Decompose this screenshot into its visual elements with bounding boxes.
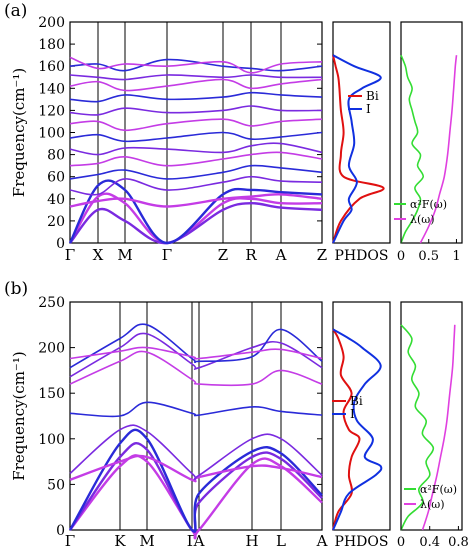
phonon-branch (69, 346, 323, 360)
y-tick-label: 180 (38, 37, 65, 53)
phdos-curve-i (332, 54, 382, 244)
kpoint-label: R (245, 246, 257, 264)
phonon-branch (69, 105, 323, 116)
lambda-curve (419, 55, 458, 244)
kpoint-label: L (276, 532, 286, 548)
legend-label: α²F(ω) (410, 198, 447, 211)
x-tick-label: 0.8 (448, 535, 469, 548)
y-tick-label: 20 (47, 214, 65, 230)
kpoint-label: Γ (162, 246, 172, 264)
phonon-branch (69, 350, 323, 387)
y-tick-label: 40 (47, 192, 65, 208)
eliashberg-frame (400, 21, 463, 244)
panel-label: (b) (4, 279, 28, 299)
kpoint-label: Γ (65, 246, 75, 264)
y-tick-label: 200 (38, 341, 65, 357)
phonon-branch (69, 193, 323, 208)
kpoint-label: A (316, 532, 328, 548)
y-tick-label: 160 (38, 59, 65, 75)
legend-label: λ(ω) (420, 498, 445, 511)
phonon-branch (69, 131, 323, 143)
phonon-branch (69, 201, 323, 245)
phonon-branch (69, 164, 323, 180)
phonon-branch (69, 454, 323, 540)
legend-label: λ(ω) (410, 213, 435, 226)
phdos-frame (332, 21, 391, 244)
phonon-branch (69, 91, 323, 103)
phdos-label: PHDOS (335, 534, 389, 548)
y-tick-label: 100 (38, 126, 65, 142)
kpoint-label: Z (317, 246, 327, 264)
y-tick-label: 0 (56, 236, 65, 252)
y-tick-label: 80 (47, 148, 65, 164)
phdos-frame (332, 301, 391, 531)
x-tick-label: 0 (397, 249, 405, 264)
x-tick-label: 0.4 (419, 535, 440, 548)
phonon-branch (69, 142, 323, 156)
x-tick-label: 1 (452, 249, 460, 264)
phonon-branch (69, 332, 323, 378)
y-axis-label: Frequency(cm⁻¹) (10, 68, 28, 197)
x-tick-label: 0.5 (418, 249, 439, 264)
phdos-curve-bi (332, 328, 361, 531)
y-axis-label: Frequency(cm⁻¹) (10, 351, 28, 480)
kpoint-label: Γ (187, 532, 197, 548)
y-tick-label: 150 (38, 386, 65, 402)
phonon-branch (69, 78, 323, 92)
kpoint-label: A (275, 246, 287, 264)
phdos-curve-bi (332, 54, 385, 244)
legend-label: α²F(ω) (420, 483, 457, 496)
phonon-branch (69, 424, 323, 481)
a2f-curve (400, 54, 424, 244)
legend-label: Bi (350, 394, 363, 408)
y-tick-label: 120 (38, 103, 65, 119)
phonon-branch (69, 175, 323, 196)
y-tick-label: 100 (38, 432, 65, 448)
y-tick-label: 50 (47, 477, 65, 493)
y-tick-label: 0 (56, 523, 65, 539)
phonon-branch (69, 401, 323, 418)
phonon-branch (69, 74, 323, 81)
phonon-branch (69, 56, 323, 74)
y-tick-label: 140 (38, 81, 65, 97)
lambda-curve (421, 324, 456, 531)
phonon-branch (69, 58, 323, 72)
phdos-curve-i (332, 328, 383, 531)
kpoint-label: M (139, 532, 154, 548)
x-tick-label: 0 (397, 535, 405, 548)
kpoint-label: K (114, 532, 126, 548)
panel-label: (a) (4, 1, 27, 21)
phonon-branch (68, 428, 323, 533)
legend-label: I (366, 102, 371, 116)
phonon-branch (68, 179, 323, 245)
phonon-branch (69, 118, 323, 132)
phonon-branch (69, 323, 323, 369)
phonon-branch (69, 454, 323, 483)
y-tick-label: 200 (38, 15, 65, 31)
phonon-branch (68, 192, 323, 245)
kpoint-label: X (93, 246, 104, 264)
y-tick-label: 60 (47, 170, 65, 186)
legend-label: Bi (366, 89, 379, 103)
y-tick-label: 250 (38, 295, 65, 311)
a2f-curve (400, 324, 435, 531)
eliashberg-frame (400, 301, 463, 531)
phonon-branch (69, 151, 323, 167)
phdos-label: PHDOS (335, 248, 389, 264)
kpoint-label: Z (218, 246, 228, 264)
kpoint-label: H (245, 532, 258, 548)
kpoint-label: Γ (65, 532, 75, 548)
kpoint-label: M (117, 246, 132, 264)
legend-label: I (350, 407, 355, 421)
